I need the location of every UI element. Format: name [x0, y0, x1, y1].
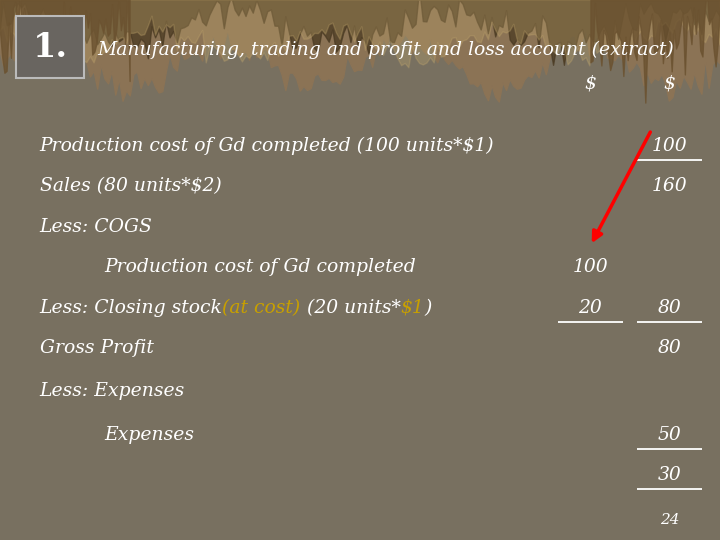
Text: ): ) — [424, 299, 432, 317]
Text: 24: 24 — [660, 512, 680, 526]
Text: (at cost): (at cost) — [222, 299, 301, 317]
Text: Production cost of Gd completed (100 units*$1): Production cost of Gd completed (100 uni… — [40, 137, 494, 155]
Text: 80: 80 — [658, 339, 681, 357]
Text: 30: 30 — [658, 466, 681, 484]
Text: $: $ — [664, 75, 675, 93]
Text: $: $ — [585, 75, 596, 93]
Text: 100: 100 — [572, 258, 608, 276]
Text: 1.: 1. — [32, 31, 68, 64]
Text: $1: $1 — [400, 299, 424, 317]
Text: 80: 80 — [658, 299, 681, 317]
Text: Less: Expenses: Less: Expenses — [40, 382, 185, 401]
Text: 50: 50 — [658, 426, 681, 444]
Text: Sales (80 units*$2): Sales (80 units*$2) — [40, 177, 221, 195]
Text: 20: 20 — [579, 299, 602, 317]
Text: Production cost of Gd completed: Production cost of Gd completed — [104, 258, 416, 276]
Text: Expenses: Expenses — [104, 426, 194, 444]
Text: (20 units*: (20 units* — [301, 299, 400, 317]
Text: Manufacturing, trading and profit and loss account (extract): Manufacturing, trading and profit and lo… — [97, 40, 674, 58]
Text: 100: 100 — [652, 137, 688, 155]
FancyBboxPatch shape — [16, 16, 84, 78]
Text: Gross Profit: Gross Profit — [40, 339, 153, 357]
Text: Less: Closing stock: Less: Closing stock — [40, 299, 222, 317]
Text: Less: COGS: Less: COGS — [40, 218, 153, 236]
Text: 160: 160 — [652, 177, 688, 195]
